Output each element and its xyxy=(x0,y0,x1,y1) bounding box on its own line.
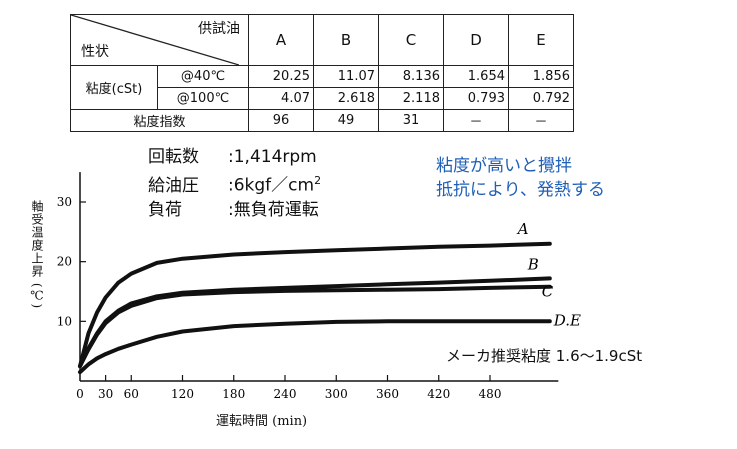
col-oil-c: C xyxy=(378,14,444,66)
x-tick-label: 0 xyxy=(76,387,84,401)
chart-tick-labels: 0 30 60 120 180 240 300 360 420 480 10 20 30 ABC D.E xyxy=(57,195,581,401)
oil-properties-table: 供試油 性状 A B C D E 粘度(cSt) @40℃ 20.25 11.0… xyxy=(70,14,574,132)
vi-label: 粘度指数 xyxy=(70,109,249,132)
x-tick-label: 240 xyxy=(274,387,297,401)
table-cell: 2.618 xyxy=(313,87,379,110)
row-cond-100: @100℃ xyxy=(157,87,249,110)
heat-note-line2: 抵抗により、発熱する xyxy=(436,180,605,200)
series-line xyxy=(78,241,552,369)
x-tick-label: 120 xyxy=(171,387,194,401)
viscosity-label: 粘度(cSt) xyxy=(70,65,158,110)
chart-axes xyxy=(79,172,559,382)
table-cell: － xyxy=(508,109,574,132)
x-tick-label: 300 xyxy=(325,387,348,401)
series-label: D.E xyxy=(553,311,581,329)
table-cell: 0.793 xyxy=(443,87,509,110)
chart-series-lines xyxy=(78,241,552,375)
diagonal-divider xyxy=(71,15,239,65)
table-cell: － xyxy=(443,109,509,132)
pressure-label: 給油圧 xyxy=(148,175,199,196)
pressure-superscript: 2 xyxy=(314,174,322,187)
speed-label: 回転数 xyxy=(148,147,199,167)
series-label: B xyxy=(527,255,539,273)
header-test-oil: 供試油 xyxy=(198,21,240,37)
table-cell: 49 xyxy=(313,109,379,132)
x-tick-label: 480 xyxy=(479,387,502,401)
y-tick-label: 20 xyxy=(57,255,72,269)
y-tick-label: 30 xyxy=(57,195,72,209)
table-cell: 0.792 xyxy=(508,87,574,110)
x-tick-label: 360 xyxy=(376,387,399,401)
table-cell: 31 xyxy=(378,109,444,132)
col-oil-e: E xyxy=(508,14,574,66)
x-tick-label: 420 xyxy=(427,387,450,401)
load-label: 負荷 xyxy=(148,199,182,220)
condition-pressure: 給油圧 :6kgf／cm2 xyxy=(148,169,321,198)
test-conditions: 回転数 :1,414rpm 給油圧 :6kgf／cm2 負荷 :無負荷運転 xyxy=(148,145,321,222)
x-tick-label: 60 xyxy=(124,387,139,401)
corner-header: 供試油 性状 xyxy=(70,14,249,66)
table-cell: 20.25 xyxy=(248,65,314,88)
x-tick-label: 180 xyxy=(222,387,245,401)
series-label: A xyxy=(516,220,529,238)
speed-value: :1,414rpm xyxy=(228,147,317,167)
condition-speed: 回転数 :1,414rpm xyxy=(148,145,321,169)
load-value: :無負荷運転 xyxy=(228,199,319,220)
y-tick-label: 10 xyxy=(57,314,72,328)
recommended-viscosity: メーカ推奨粘度 1.6～1.9cSt xyxy=(446,347,643,365)
series-label: C xyxy=(542,283,554,301)
table-cell: 1.856 xyxy=(508,65,574,88)
col-oil-a: A xyxy=(248,14,314,66)
x-tick-label: 30 xyxy=(98,387,113,401)
x-axis-label: 運転時間 (min) xyxy=(216,414,308,429)
table-cell: 8.136 xyxy=(378,65,444,88)
condition-load: 負荷 :無負荷運転 xyxy=(148,198,321,222)
col-oil-d: D xyxy=(443,14,509,66)
header-property: 性状 xyxy=(81,44,109,60)
series-line xyxy=(78,284,552,369)
series-line xyxy=(78,319,552,375)
heat-note-line1: 粘度が高いと攪拌 xyxy=(436,156,572,176)
y-axis-label: 軸受温度上昇 (℃) xyxy=(30,200,44,310)
pressure-value: :6kgf／cm xyxy=(228,175,315,196)
table-cell: 2.118 xyxy=(378,87,444,110)
table-cell: 1.654 xyxy=(443,65,509,88)
heat-note: 粘度が高いと攪拌 抵抗により、発熱する xyxy=(436,154,605,202)
